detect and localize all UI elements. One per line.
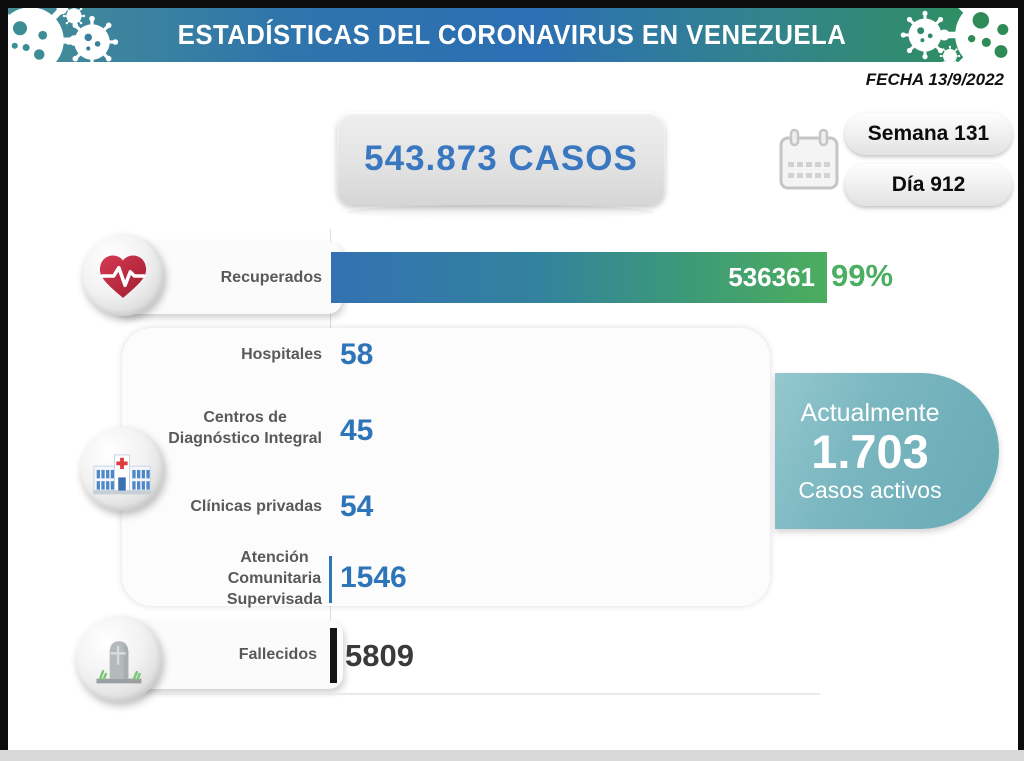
day-badge: Día 912 <box>845 164 1012 206</box>
facility-value: 58 <box>340 338 374 371</box>
deceased-value-tick <box>330 628 337 683</box>
page-title: ESTADÍSTICAS DEL CORONAVIRUS EN VENEZUEL… <box>177 19 847 50</box>
active-cases-intro: Actualmente <box>800 398 940 427</box>
virus-icon <box>899 9 951 61</box>
active-cases-value: 1.703 <box>811 424 929 478</box>
facility-value: 45 <box>340 414 374 447</box>
bottom-divider-line <box>158 693 820 695</box>
facility-label: Centros de Diagnóstico Integral <box>168 409 322 447</box>
deceased-icon-circle <box>76 616 162 702</box>
hospital-icon <box>92 454 152 495</box>
virus-icon <box>64 14 120 62</box>
report-date: FECHA 13/9/2022 <box>865 70 1004 89</box>
bottom-strip <box>0 750 1024 761</box>
deceased-label: Fallecidos <box>238 646 317 663</box>
recovered-percent: 99% <box>831 258 894 293</box>
day-label: Día 912 <box>891 173 966 196</box>
recovered-label: Recuperados <box>220 269 322 286</box>
week-label: Semana 131 <box>867 122 990 145</box>
virus-icon <box>62 8 86 28</box>
virus-icon <box>935 8 1016 62</box>
week-badge: Semana 131 <box>845 113 1012 155</box>
facilities-icon-circle <box>80 427 164 511</box>
tombstone-icon <box>96 641 142 684</box>
active-cases-caption: Casos activos <box>798 476 942 503</box>
total-cases-box: 543.873 CASOS <box>337 112 665 219</box>
heart-pulse-icon <box>99 255 147 298</box>
facility-label: Hospitales <box>241 346 322 363</box>
calendar-icon <box>779 128 839 190</box>
header-banner: ESTADÍSTICAS DEL CORONAVIRUS EN VENEZUEL… <box>8 8 1016 62</box>
facility-value: 54 <box>340 490 374 523</box>
facility-value-tick <box>329 556 332 603</box>
virus-icon <box>8 8 83 62</box>
facilities-panel <box>122 328 770 606</box>
active-cases-badge: Actualmente 1.703 Casos activos <box>775 373 999 529</box>
facility-label: Clínicas privadas <box>190 498 322 515</box>
recovered-bar: 536361 <box>331 252 827 303</box>
recovered-value: 536361 <box>728 262 815 292</box>
facility-value: 1546 <box>340 561 407 594</box>
deceased-value: 5809 <box>345 638 414 673</box>
facility-label: Atención Comunitaria Supervisada <box>226 549 322 608</box>
recovered-icon-circle <box>82 234 164 316</box>
total-cases-value: 543.873 CASOS <box>364 138 638 178</box>
